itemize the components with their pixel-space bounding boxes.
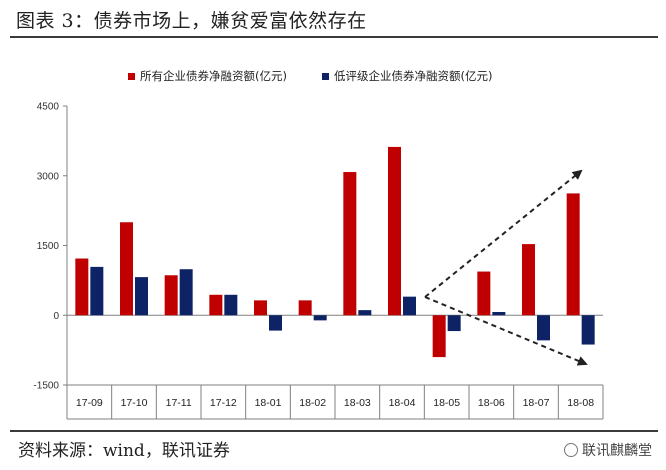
bar-all-firms	[522, 244, 535, 316]
bar-all-firms	[388, 146, 401, 316]
bar-low-rated	[90, 266, 104, 316]
figure-title: 图表 3：债券市场上，嫌贫爱富依然存在	[16, 10, 367, 32]
bar-low-rated	[313, 315, 327, 321]
y-tick-label: 3000	[37, 171, 60, 182]
trend-arrow-up	[424, 169, 583, 298]
bar-all-firms	[164, 275, 178, 316]
y-tick-label: 4500	[37, 102, 60, 113]
top-rule	[10, 36, 658, 38]
x-tick-label: 18-04	[389, 397, 416, 409]
x-tick-label: 17-12	[210, 397, 237, 409]
legend-label: 所有企业债券净融资额(亿元)	[140, 69, 287, 83]
x-tick-label: 17-11	[166, 397, 192, 409]
bar-low-rated	[179, 269, 193, 316]
source-note: 资料来源：wind，联讯证券	[18, 441, 230, 461]
bar-all-firms	[343, 172, 357, 316]
legend-swatch	[322, 73, 329, 80]
x-tick-label: 18-05	[433, 397, 460, 409]
bar-chart: -1500 0 1500 3000 4500 17-09 17-10 17-11 17-12 18…	[33, 69, 604, 420]
x-tick-label: 18-08	[567, 397, 594, 409]
bar-all-firms	[209, 294, 223, 316]
legend-label: 低评级企业债券净融资额(亿元)	[334, 69, 492, 83]
bar-low-rated	[224, 294, 238, 316]
bar-low-rated	[581, 315, 595, 345]
bottom-rule	[10, 430, 658, 432]
y-tick-label: 0	[53, 311, 59, 322]
legend-swatch	[128, 73, 135, 80]
bar-low-rated	[135, 277, 148, 316]
bar-all-firms	[120, 222, 133, 316]
bar-all-firms	[298, 300, 312, 316]
bar-all-firms	[566, 193, 580, 316]
bar-low-rated	[537, 315, 550, 341]
wechat-icon	[564, 443, 578, 457]
bar-all-firms	[477, 271, 491, 316]
x-tick-label: 18-03	[344, 397, 371, 409]
bar-all-firms	[254, 300, 267, 316]
bar-low-rated	[358, 310, 372, 316]
bar-all-firms	[432, 315, 446, 358]
bar-low-rated	[447, 315, 461, 332]
x-tick-label: 18-02	[299, 397, 326, 409]
x-tick-label: 18-07	[523, 397, 550, 409]
trend-arrow-down	[424, 296, 588, 366]
x-tick-label: 18-06	[478, 397, 505, 409]
y-tick-label: 1500	[37, 241, 60, 252]
x-tick-label: 18-01	[255, 397, 282, 409]
x-tick-label: 17-10	[121, 397, 148, 409]
y-tick-label: -1500	[33, 381, 59, 392]
bar-low-rated	[403, 296, 416, 316]
x-tick-label: 17-09	[76, 397, 103, 409]
bar-all-firms	[75, 258, 89, 316]
bar-low-rated	[492, 311, 506, 316]
watermark-text: 联讯麒麟堂	[582, 443, 652, 459]
bar-low-rated	[269, 315, 282, 331]
watermark: 联讯麒麟堂	[564, 440, 652, 460]
